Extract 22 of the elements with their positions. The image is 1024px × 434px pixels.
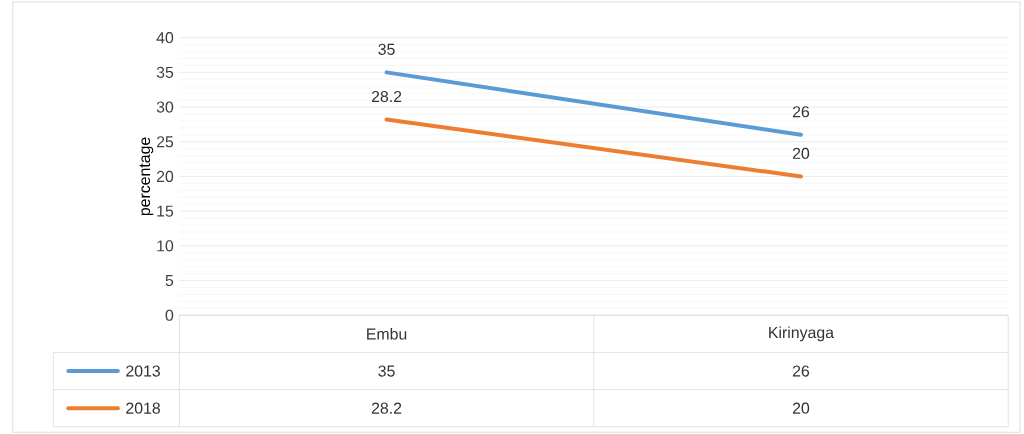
y-tick-label: 5 [165, 274, 174, 286]
y-tick-label: 40 [156, 31, 174, 44]
x-tick-label: Kirinyaga [769, 326, 834, 342]
data-label: 20 [792, 402, 810, 414]
y-tick-label: 30 [156, 101, 174, 113]
data-label: 35 [378, 365, 395, 377]
legend-label: 2018 [126, 402, 160, 414]
y-tick-label: 35 [156, 66, 174, 78]
y-tick-label: 15 [157, 205, 174, 217]
y-axis-title: percentage [139, 137, 154, 216]
legend-label: 2013 [126, 365, 160, 377]
text: 26 [792, 106, 810, 118]
x-tick-label: Embu [367, 327, 407, 340]
y-tick-label: 10 [157, 240, 174, 252]
text: 28.2 [371, 90, 402, 102]
data-label: 28.2 [371, 402, 402, 414]
text: 35 [378, 43, 395, 55]
data-label: 26 [792, 365, 810, 377]
y-tick-label: 20 [156, 170, 174, 182]
text: 20 [792, 147, 810, 159]
y-tick-label: 25 [156, 136, 174, 148]
y-tick-label: 0 [165, 309, 174, 321]
